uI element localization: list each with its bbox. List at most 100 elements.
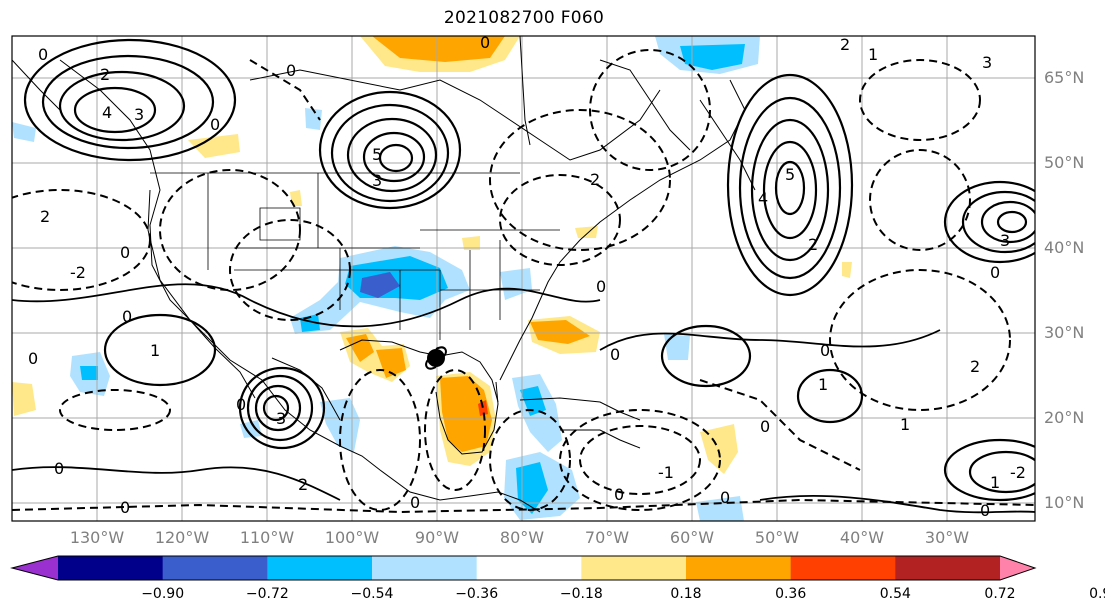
svg-text:0: 0 <box>236 395 246 414</box>
lat-label: 40°N <box>1044 238 1085 257</box>
svg-text:4: 4 <box>102 103 112 122</box>
svg-text:5: 5 <box>785 165 795 184</box>
svg-text:0: 0 <box>480 33 490 52</box>
negative-anomaly-shade <box>500 268 532 300</box>
positive-anomaly-shade <box>530 320 590 344</box>
svg-text:3: 3 <box>134 105 144 124</box>
colorbar-segment <box>162 556 268 580</box>
lat-label: 10°N <box>1044 493 1085 512</box>
svg-text:-2: -2 <box>70 263 86 282</box>
svg-text:3: 3 <box>276 409 286 428</box>
svg-text:0: 0 <box>54 459 64 478</box>
negative-anomaly-shade <box>520 386 546 416</box>
colorbar-segment <box>476 556 582 580</box>
svg-text:2: 2 <box>808 235 818 254</box>
positive-anomaly-shade <box>478 400 488 416</box>
lat-label: 50°N <box>1044 153 1085 172</box>
lon-label: 90°W <box>414 528 460 547</box>
svg-text:-1: -1 <box>658 463 674 482</box>
svg-text:0: 0 <box>286 61 296 80</box>
lon-label: 80°W <box>499 528 545 547</box>
lon-label: 30°W <box>924 528 970 547</box>
colorbar-tick-label: 0.54 <box>879 586 911 602</box>
colorbar <box>10 555 1037 581</box>
positive-anomaly-shade <box>575 226 598 238</box>
positive-anomaly-shade <box>12 382 36 416</box>
svg-text:2: 2 <box>100 65 110 84</box>
positive-anomaly-shade <box>842 262 852 278</box>
colorbar-segment <box>895 556 1001 580</box>
colorbar-segment <box>267 556 373 580</box>
negative-anomaly-shade <box>80 366 98 380</box>
colorbar-tick-label: −0.36 <box>455 586 499 602</box>
colorbar-tick-label: 0.90 <box>1089 586 1105 602</box>
svg-text:2: 2 <box>298 475 308 494</box>
negative-anomaly-shade <box>320 398 360 452</box>
colorbar-tick-label: −0.18 <box>559 586 603 602</box>
colorbar-extension-low <box>12 556 58 580</box>
svg-text:0: 0 <box>28 349 38 368</box>
svg-text:2: 2 <box>970 357 980 376</box>
colorbar-tick-label: −0.72 <box>245 586 289 602</box>
colorbar-segment <box>790 556 896 580</box>
svg-text:0: 0 <box>596 277 606 296</box>
positive-anomaly-shade <box>188 134 240 158</box>
svg-text:3: 3 <box>982 53 992 72</box>
lon-label: 120°W <box>154 528 210 547</box>
svg-text:1: 1 <box>818 375 828 394</box>
lon-label: 110°W <box>239 528 295 547</box>
lon-label: 100°W <box>324 528 380 547</box>
negative-anomaly-shade <box>516 462 548 514</box>
lon-label: 40°W <box>839 528 885 547</box>
colorbar-tick-label: 0.18 <box>670 586 702 602</box>
svg-text:0: 0 <box>990 263 1000 282</box>
svg-text:0: 0 <box>614 485 624 504</box>
lat-label: 65°N <box>1044 68 1085 87</box>
colorbar-segment <box>58 556 164 580</box>
svg-text:0: 0 <box>720 488 730 507</box>
graticule <box>12 36 1035 521</box>
storm-marker-icon <box>425 346 447 370</box>
lon-label: 70°W <box>584 528 630 547</box>
svg-text:2: 2 <box>590 170 600 189</box>
positive-anomaly-shade <box>700 424 738 474</box>
shading-layer <box>12 36 852 521</box>
svg-text:1: 1 <box>868 45 878 64</box>
lon-label: 50°W <box>754 528 800 547</box>
svg-text:2: 2 <box>840 35 850 54</box>
svg-text:0: 0 <box>210 115 220 134</box>
colorbar-segment <box>372 556 478 580</box>
svg-text:3: 3 <box>1000 231 1010 250</box>
colorbar-segment <box>686 556 792 580</box>
negative-anomaly-shade <box>305 108 322 130</box>
svg-text:2: 2 <box>40 207 50 226</box>
svg-text:0: 0 <box>120 243 130 262</box>
colorbar-tick-label: −0.90 <box>141 586 185 602</box>
colorbar-extension-high <box>1000 556 1035 580</box>
contours <box>12 38 1035 514</box>
colorbar-tick-label: −0.54 <box>350 586 394 602</box>
svg-text:0: 0 <box>410 493 420 512</box>
svg-text:0: 0 <box>120 498 130 517</box>
lat-label: 20°N <box>1044 408 1085 427</box>
lat-label: 30°N <box>1044 323 1085 342</box>
svg-text:1: 1 <box>900 415 910 434</box>
svg-text:0: 0 <box>38 45 48 64</box>
negative-anomaly-shade <box>240 420 262 438</box>
colorbar-tick-label: 0.72 <box>984 586 1016 602</box>
svg-text:0: 0 <box>980 501 990 520</box>
svg-text:1: 1 <box>990 473 1000 492</box>
lon-label: 130°W <box>69 528 125 547</box>
map-canvas: 2 4 3 0 5 3 5 4 2 3 0 3 0 1 0 -2 2 0 0 1… <box>11 33 1036 522</box>
svg-text:-2: -2 <box>1010 463 1026 482</box>
negative-anomaly-shade <box>12 122 36 142</box>
svg-text:5: 5 <box>372 145 382 164</box>
contour-labels: 2 4 3 0 5 3 5 4 2 3 0 3 0 1 0 -2 2 0 0 1… <box>28 33 1026 520</box>
svg-text:3: 3 <box>372 171 382 190</box>
negative-anomaly-shade <box>360 272 400 298</box>
colorbar-segment <box>581 556 687 580</box>
svg-text:0: 0 <box>760 417 770 436</box>
lon-label: 60°W <box>669 528 715 547</box>
negative-anomaly-shade <box>664 334 690 360</box>
svg-text:0: 0 <box>610 345 620 364</box>
